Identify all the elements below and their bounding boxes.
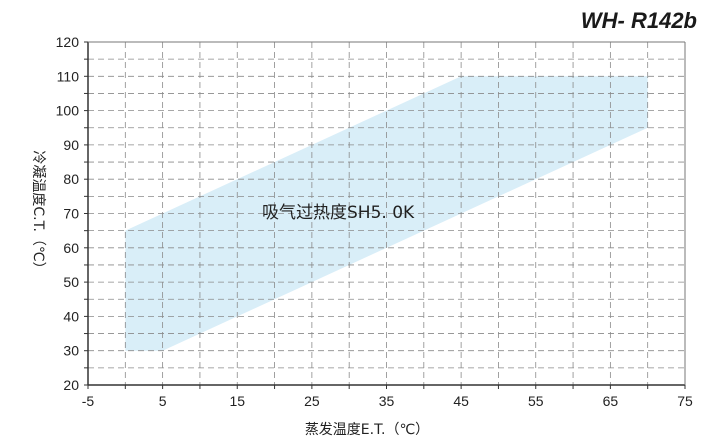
y-axis-ticks: 20 30 40 50 60 70 80 90 100 110 120 <box>56 34 88 393</box>
y-tick-label: 60 <box>63 240 79 256</box>
x-axis-label: 蒸发温度E.T.（℃） <box>305 422 429 438</box>
x-tick-label: 65 <box>603 393 619 409</box>
y-tick-label: 110 <box>57 68 80 84</box>
x-tick-label: 55 <box>528 393 544 409</box>
x-tick-label: -5 <box>82 393 95 409</box>
y-axis-label: 冷凝温度C.T.（℃） <box>30 150 46 275</box>
x-axis-ticks: -5 5 15 25 35 45 55 65 75 <box>82 385 693 409</box>
y-tick-label: 70 <box>63 206 79 222</box>
x-tick-label: 75 <box>677 393 693 409</box>
x-tick-label: 5 <box>159 393 167 409</box>
y-tick-label: 40 <box>63 308 79 324</box>
grid <box>88 42 685 385</box>
y-tick-label: 80 <box>63 171 79 187</box>
y-tick-label: 50 <box>63 274 79 290</box>
x-tick-label: 25 <box>304 393 320 409</box>
y-tick-label: 20 <box>63 377 79 393</box>
y-tick-label: 90 <box>63 137 79 153</box>
y-tick-label: 120 <box>56 34 80 50</box>
superheat-annotation: 吸气过热度SH5. 0K <box>262 203 415 223</box>
x-tick-label: 35 <box>379 393 395 409</box>
model-title: WH- R142b <box>580 8 697 33</box>
x-tick-label: 45 <box>453 393 469 409</box>
y-tick-label: 30 <box>63 343 79 359</box>
x-tick-label: 15 <box>229 393 245 409</box>
y-tick-label: 100 <box>56 103 80 119</box>
